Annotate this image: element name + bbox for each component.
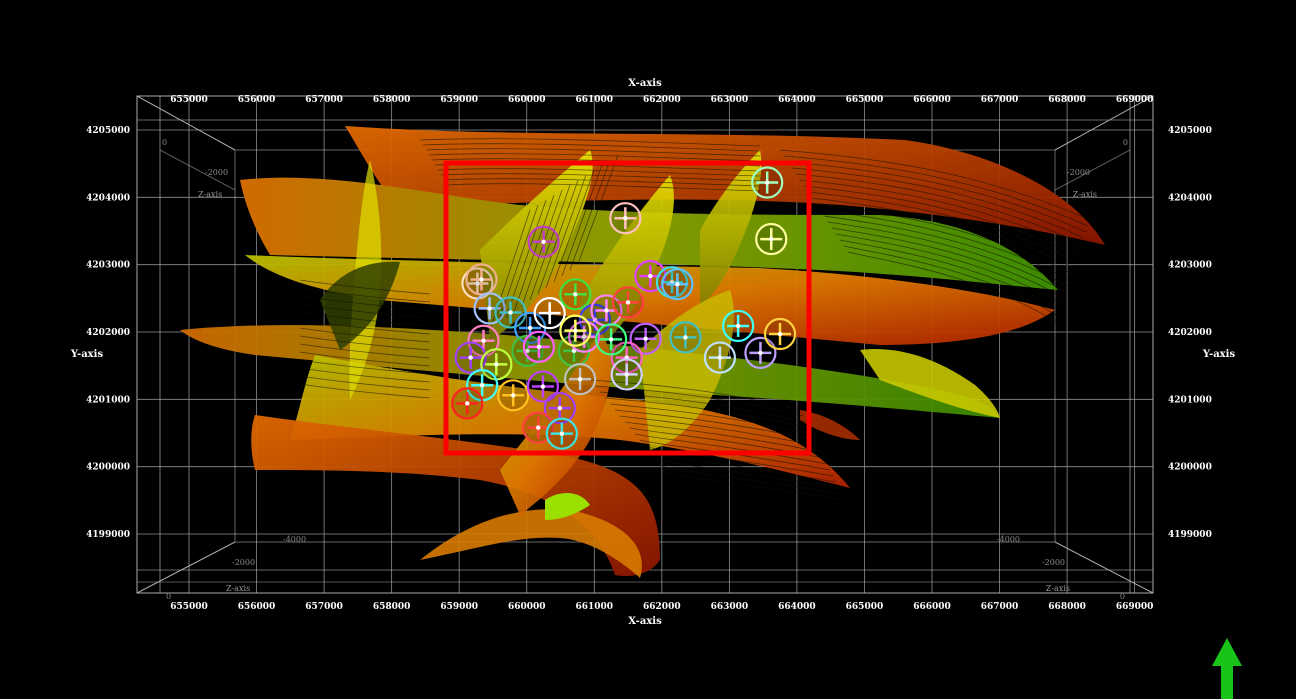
x-tick-label: 665000 [846,602,884,612]
well-marker[interactable] [670,322,700,352]
well-marker[interactable] [662,269,692,299]
z-tick-bottom-right-0: 0 [1120,592,1125,601]
y-tick-label: 4201000 [86,395,130,405]
z-axis-title-top-right: Z-axis [1073,190,1097,199]
x-tick-label: 655000 [170,95,208,105]
z-tick-top-right-0: 0 [1123,138,1128,147]
y-tick-label: 4204000 [1168,193,1212,203]
y-tick-label: 4199000 [86,530,130,540]
x-tick-label: 669000 [1116,95,1154,105]
well-marker[interactable] [560,316,590,346]
x-tick-label: 658000 [373,95,411,105]
well-marker[interactable] [565,364,595,394]
x-tick-label: 662000 [643,602,681,612]
z-axis-title-bottom-right: Z-axis [1046,584,1070,593]
arrow-up-icon [1212,638,1242,699]
y-tick-label: 4200000 [86,463,130,473]
x-tick-label: 661000 [575,95,613,105]
y-axis-title-left: Y-axis [70,349,104,360]
well-marker[interactable] [524,332,554,362]
well-marker[interactable] [529,227,559,257]
x-tick-label: 660000 [508,602,546,612]
x-tick-label: 668000 [1048,95,1086,105]
x-tick-label: 660000 [508,95,546,105]
well-marker[interactable] [560,279,590,309]
x-tick-label: 666000 [913,602,951,612]
x-tick-label: 666000 [913,95,951,105]
x-tick-label: 667000 [981,95,1019,105]
z-tick-bottom-left-2000: -2000 [232,558,255,567]
y-tick-label: 4205000 [1168,126,1212,136]
well-marker[interactable] [466,264,496,294]
y-tick-label: 4204000 [86,193,130,203]
well-marker[interactable] [452,388,482,418]
x-tick-label: 667000 [981,602,1019,612]
well-marker[interactable] [723,311,753,341]
x-tick-label: 661000 [575,602,613,612]
x-tick-label: 665000 [846,95,884,105]
x-tick-label: 669000 [1116,602,1154,612]
well-marker[interactable] [596,324,626,354]
y-tick-label: 4203000 [86,261,130,271]
x-tick-label: 656000 [238,602,276,612]
y-tick-labels-left: 4205000 4204000 4203000 4202000 4201000 42000… [86,126,130,540]
y-tick-label: 4199000 [1168,530,1212,540]
well-marker[interactable] [756,224,786,254]
z-tick-top-right-2000: -2000 [1067,168,1090,177]
well-marker[interactable] [705,343,735,373]
x-tick-label: 663000 [711,95,749,105]
x-tick-label: 668000 [1048,602,1086,612]
x-tick-label: 655000 [170,602,208,612]
z-axis-title-top-left: Z-axis [198,190,222,199]
z-tick-bottom-right-4000: -4000 [997,535,1020,544]
well-marker[interactable] [498,380,528,410]
x-axis-title-bottom: X-axis [628,616,662,627]
well-marker[interactable] [610,203,640,233]
well-marker[interactable] [547,419,577,449]
well-marker[interactable] [765,319,795,349]
z-tick-top-left-0: 0 [162,138,167,147]
x-tick-label: 657000 [305,95,343,105]
z-tick-bottom-left-0: 0 [166,592,171,601]
z-tick-bottom-right-2000: -2000 [1042,558,1065,567]
y-tick-label: 4201000 [1168,395,1212,405]
x-tick-label: 658000 [373,602,411,612]
x-tick-label: 656000 [238,95,276,105]
z-tick-top-left-2000: -2000 [205,168,228,177]
x-tick-label: 659000 [440,602,478,612]
y-tick-labels-right: 4205000 4204000 4203000 4202000 4201000 42000… [1168,126,1212,540]
y-tick-label: 4202000 [1168,328,1212,338]
x-tick-labels-top: 655000 656000 657000 658000 659000 660000 6610… [170,95,1153,105]
y-tick-label: 4202000 [86,328,130,338]
y-tick-label: 4203000 [1168,261,1212,271]
well-marker[interactable] [752,168,782,198]
y-tick-label: 4200000 [1168,463,1212,473]
z-axis-title-bottom-left: Z-axis [226,584,250,593]
x-axis-title-top: X-axis [628,78,662,89]
well-marker[interactable] [612,359,642,389]
well-marker[interactable] [535,298,565,328]
y-tick-label: 4205000 [86,126,130,136]
z-tick-bottom-left-4000: -4000 [283,535,306,544]
x-tick-label: 664000 [778,602,816,612]
x-tick-label: 664000 [778,95,816,105]
well-marker[interactable] [613,287,643,317]
x-tick-label: 659000 [440,95,478,105]
x-tick-label: 657000 [305,602,343,612]
x-tick-labels-bottom: 655000 656000 657000 658000 659000 660000 6610… [170,602,1153,612]
y-axis-title-right: Y-axis [1202,349,1236,360]
x-tick-label: 662000 [643,95,681,105]
x-tick-label: 663000 [711,602,749,612]
